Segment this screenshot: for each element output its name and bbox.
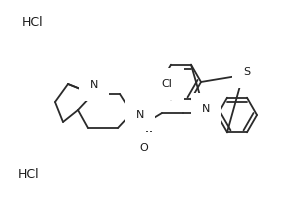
Text: N: N xyxy=(202,104,210,114)
Text: N: N xyxy=(136,110,144,120)
Text: S: S xyxy=(243,67,251,77)
Text: Cl: Cl xyxy=(162,79,173,89)
Text: HCl: HCl xyxy=(22,16,44,29)
Text: N: N xyxy=(90,80,98,90)
Text: HCl: HCl xyxy=(18,168,40,181)
Text: O: O xyxy=(140,143,148,153)
